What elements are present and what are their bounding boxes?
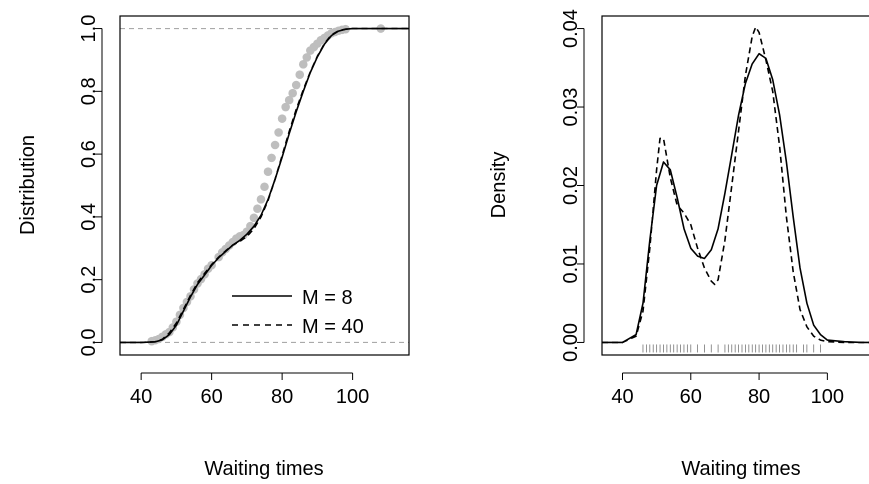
density-marks bbox=[602, 26, 869, 353]
data-point bbox=[274, 128, 283, 137]
x-tick-label: 80 bbox=[748, 386, 770, 408]
data-point bbox=[263, 167, 273, 176]
x-tick-label: 100 bbox=[336, 386, 369, 408]
x-tick-label: 40 bbox=[611, 386, 633, 408]
y-tick-label: 0.03 bbox=[560, 88, 582, 127]
y-axis-label: Density bbox=[488, 152, 510, 219]
y-tick-label: 0.4 bbox=[78, 203, 100, 231]
x-tick-label: 60 bbox=[201, 386, 223, 408]
data-point bbox=[253, 204, 262, 214]
y-tick-label: 0.2 bbox=[78, 266, 100, 294]
data-point bbox=[277, 114, 287, 123]
data-point bbox=[284, 95, 294, 105]
density-ticks: 40 60 80 100 0.00 0.01 0.02 0.03 0.04 bbox=[560, 9, 844, 408]
y-tick-label: 0.04 bbox=[560, 9, 582, 48]
distribution-ticks: 40 60 80 100 0.0 0.2 0.4 0.6 0.8 1.0 bbox=[78, 15, 369, 408]
legend-label-m40: M = 40 bbox=[302, 316, 364, 338]
data-point bbox=[291, 80, 301, 90]
x-tick-label: 40 bbox=[130, 386, 152, 408]
plot-frame bbox=[601, 15, 869, 356]
legend-label-m8: M = 8 bbox=[302, 287, 353, 309]
data-point bbox=[260, 182, 269, 192]
data-point bbox=[256, 195, 266, 204]
y-axis-label: Distribution bbox=[17, 135, 39, 235]
data-point bbox=[270, 140, 280, 150]
y-tick-label: 0.8 bbox=[78, 77, 100, 105]
x-axis-label: Waiting times bbox=[204, 458, 323, 480]
series-line-solid bbox=[602, 52, 869, 344]
data-point bbox=[298, 60, 308, 69]
x-tick-label: 60 bbox=[680, 386, 702, 408]
plot-frame bbox=[119, 15, 410, 356]
x-tick-label: 80 bbox=[271, 386, 293, 408]
data-point bbox=[281, 102, 290, 112]
series-line-dashed bbox=[120, 27, 409, 344]
data-point bbox=[288, 88, 297, 98]
data-point bbox=[249, 213, 259, 223]
data-point bbox=[267, 153, 276, 163]
density-panel: 40 60 80 100 0.00 0.01 0.02 0.03 0.04 Waiting ti… bbox=[488, 9, 869, 480]
y-tick-label: 0.0 bbox=[78, 329, 100, 357]
series-line-dashed bbox=[602, 26, 869, 344]
x-axis-label: Waiting times bbox=[681, 458, 800, 480]
data-point bbox=[302, 53, 312, 62]
data-point bbox=[295, 70, 305, 79]
x-tick-label: 100 bbox=[811, 386, 844, 408]
distribution-marks bbox=[120, 24, 409, 346]
y-tick-label: 1.0 bbox=[78, 15, 100, 43]
legend: M = 8 M = 40 bbox=[232, 287, 364, 338]
y-tick-label: 0.00 bbox=[560, 323, 582, 362]
distribution-panel: 40 60 80 100 0.0 0.2 0.4 0.6 0.8 1.0 Waiting time… bbox=[17, 15, 410, 480]
y-tick-label: 0.01 bbox=[560, 245, 582, 284]
y-tick-label: 0.6 bbox=[78, 140, 100, 168]
y-tick-label: 0.02 bbox=[560, 166, 582, 205]
